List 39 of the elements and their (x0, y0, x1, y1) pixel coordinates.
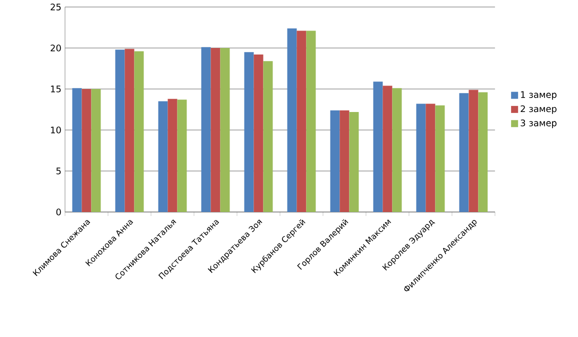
bar (468, 90, 478, 212)
bar (201, 47, 211, 212)
bar (115, 50, 125, 212)
bar (91, 88, 101, 212)
bar (306, 30, 316, 212)
bar (220, 48, 230, 212)
bar (244, 52, 254, 212)
legend-label: 1 замер (521, 91, 557, 100)
legend-label: 3 замер (520, 120, 557, 128)
y-tick-label: 25 (50, 4, 61, 10)
bar (82, 88, 92, 212)
bar (254, 54, 264, 212)
bar (349, 112, 359, 212)
bar (435, 105, 445, 212)
bar (373, 82, 383, 212)
bar (210, 48, 220, 212)
legend-label: 2 замер (520, 105, 557, 114)
y-tick-label: 15 (51, 86, 61, 92)
bar (478, 92, 488, 212)
bar (72, 88, 82, 212)
bar (426, 104, 436, 212)
bar (158, 101, 168, 212)
bar (177, 100, 187, 212)
bar (330, 110, 340, 212)
y-tick-label: 5 (56, 168, 61, 174)
y-tick-label: 20 (50, 44, 61, 52)
y-tick-label: 10 (51, 126, 61, 134)
bar (168, 98, 178, 212)
bar (263, 61, 273, 212)
bar (287, 28, 297, 212)
bar (296, 30, 306, 212)
bar (459, 93, 469, 212)
bar (382, 86, 392, 212)
bar (134, 51, 144, 212)
y-tick-label: 0 (56, 208, 61, 216)
bar (392, 88, 402, 212)
bar (124, 48, 134, 212)
bar (416, 104, 426, 212)
bar (340, 110, 350, 212)
